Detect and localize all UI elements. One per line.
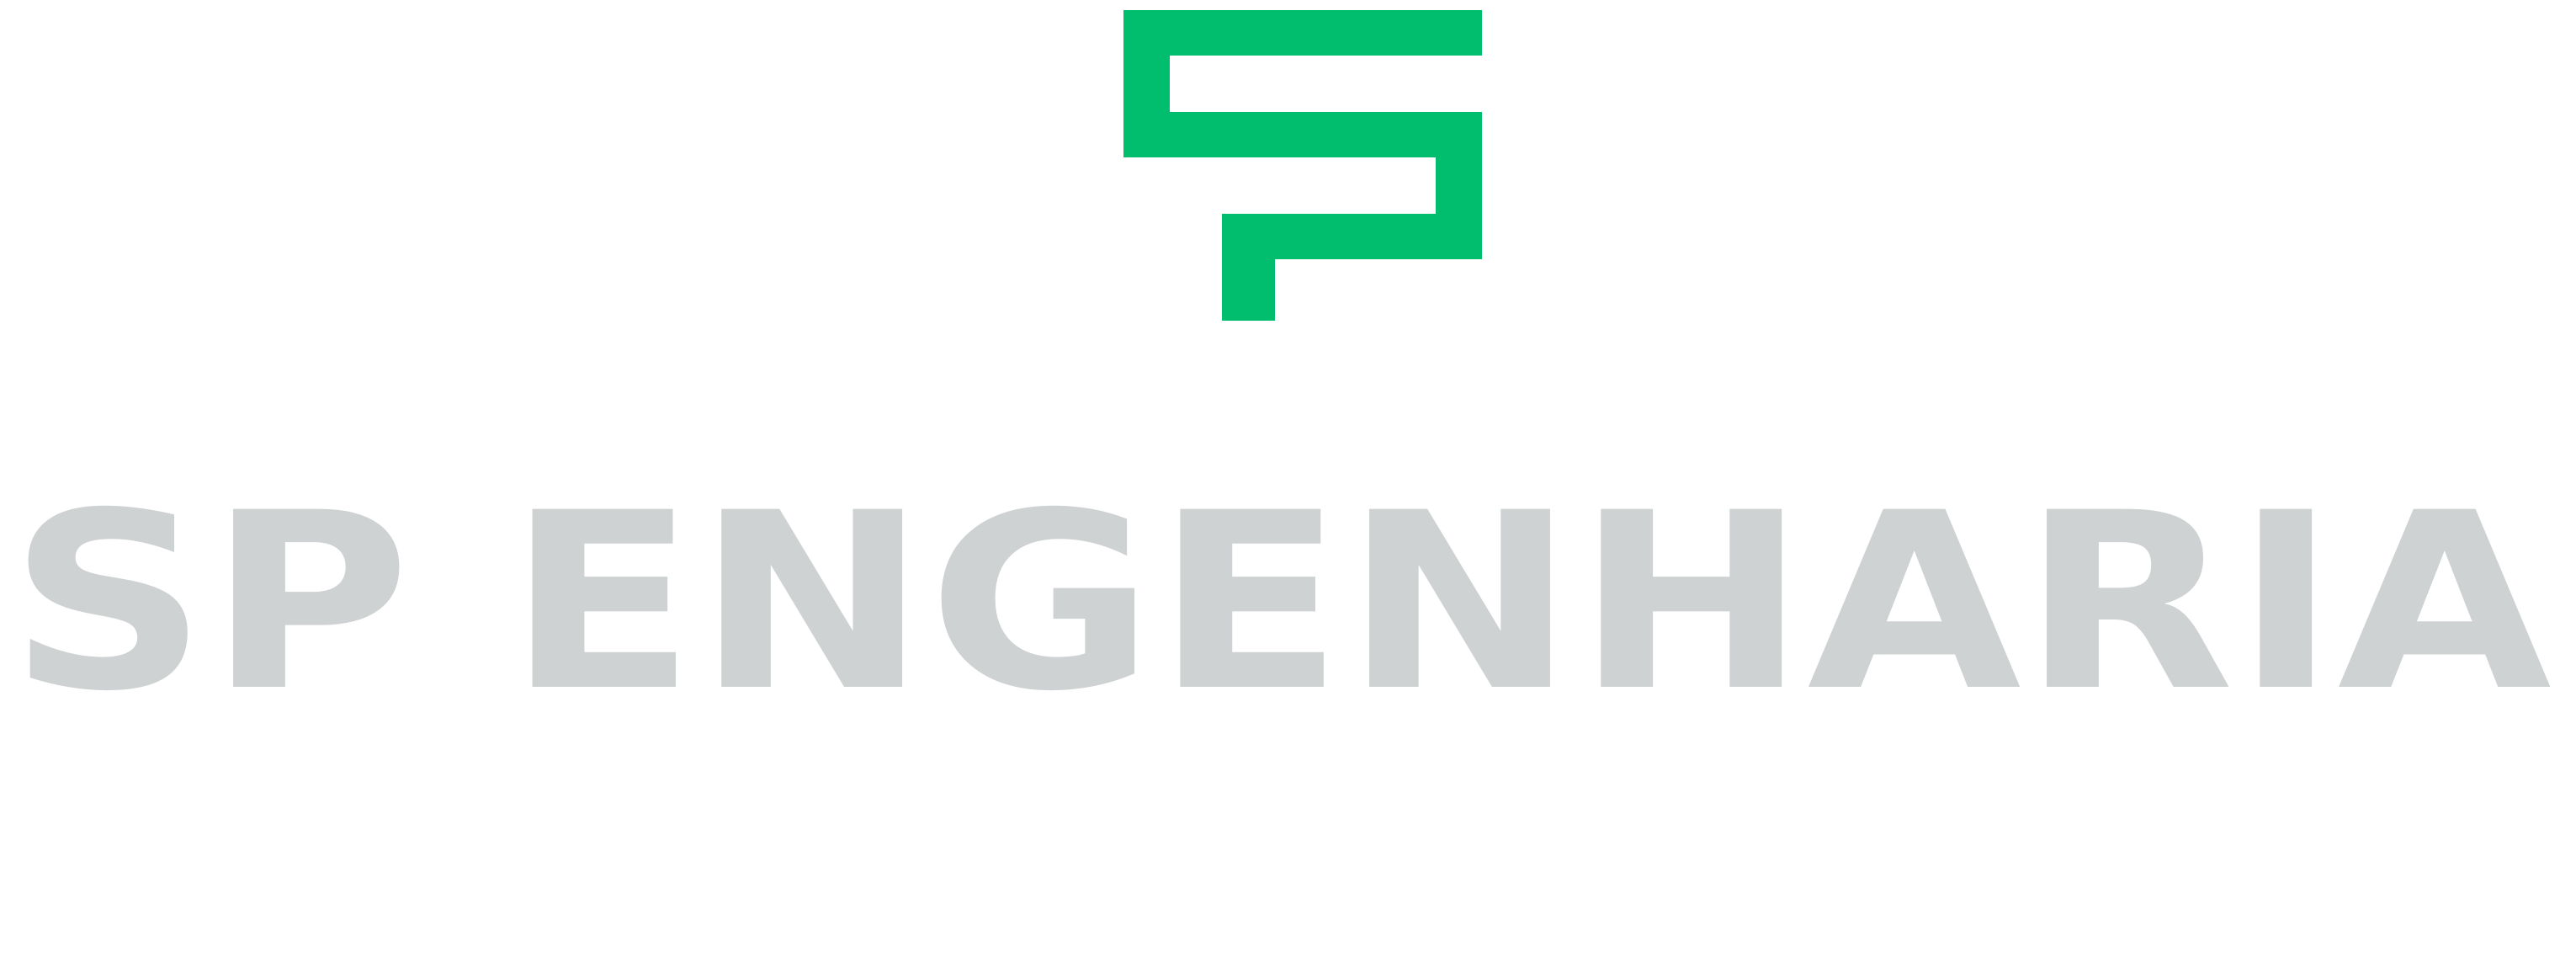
logo-mark	[1123, 10, 1482, 321]
logo-text: SP ENGENHARIA	[8, 461, 2553, 745]
